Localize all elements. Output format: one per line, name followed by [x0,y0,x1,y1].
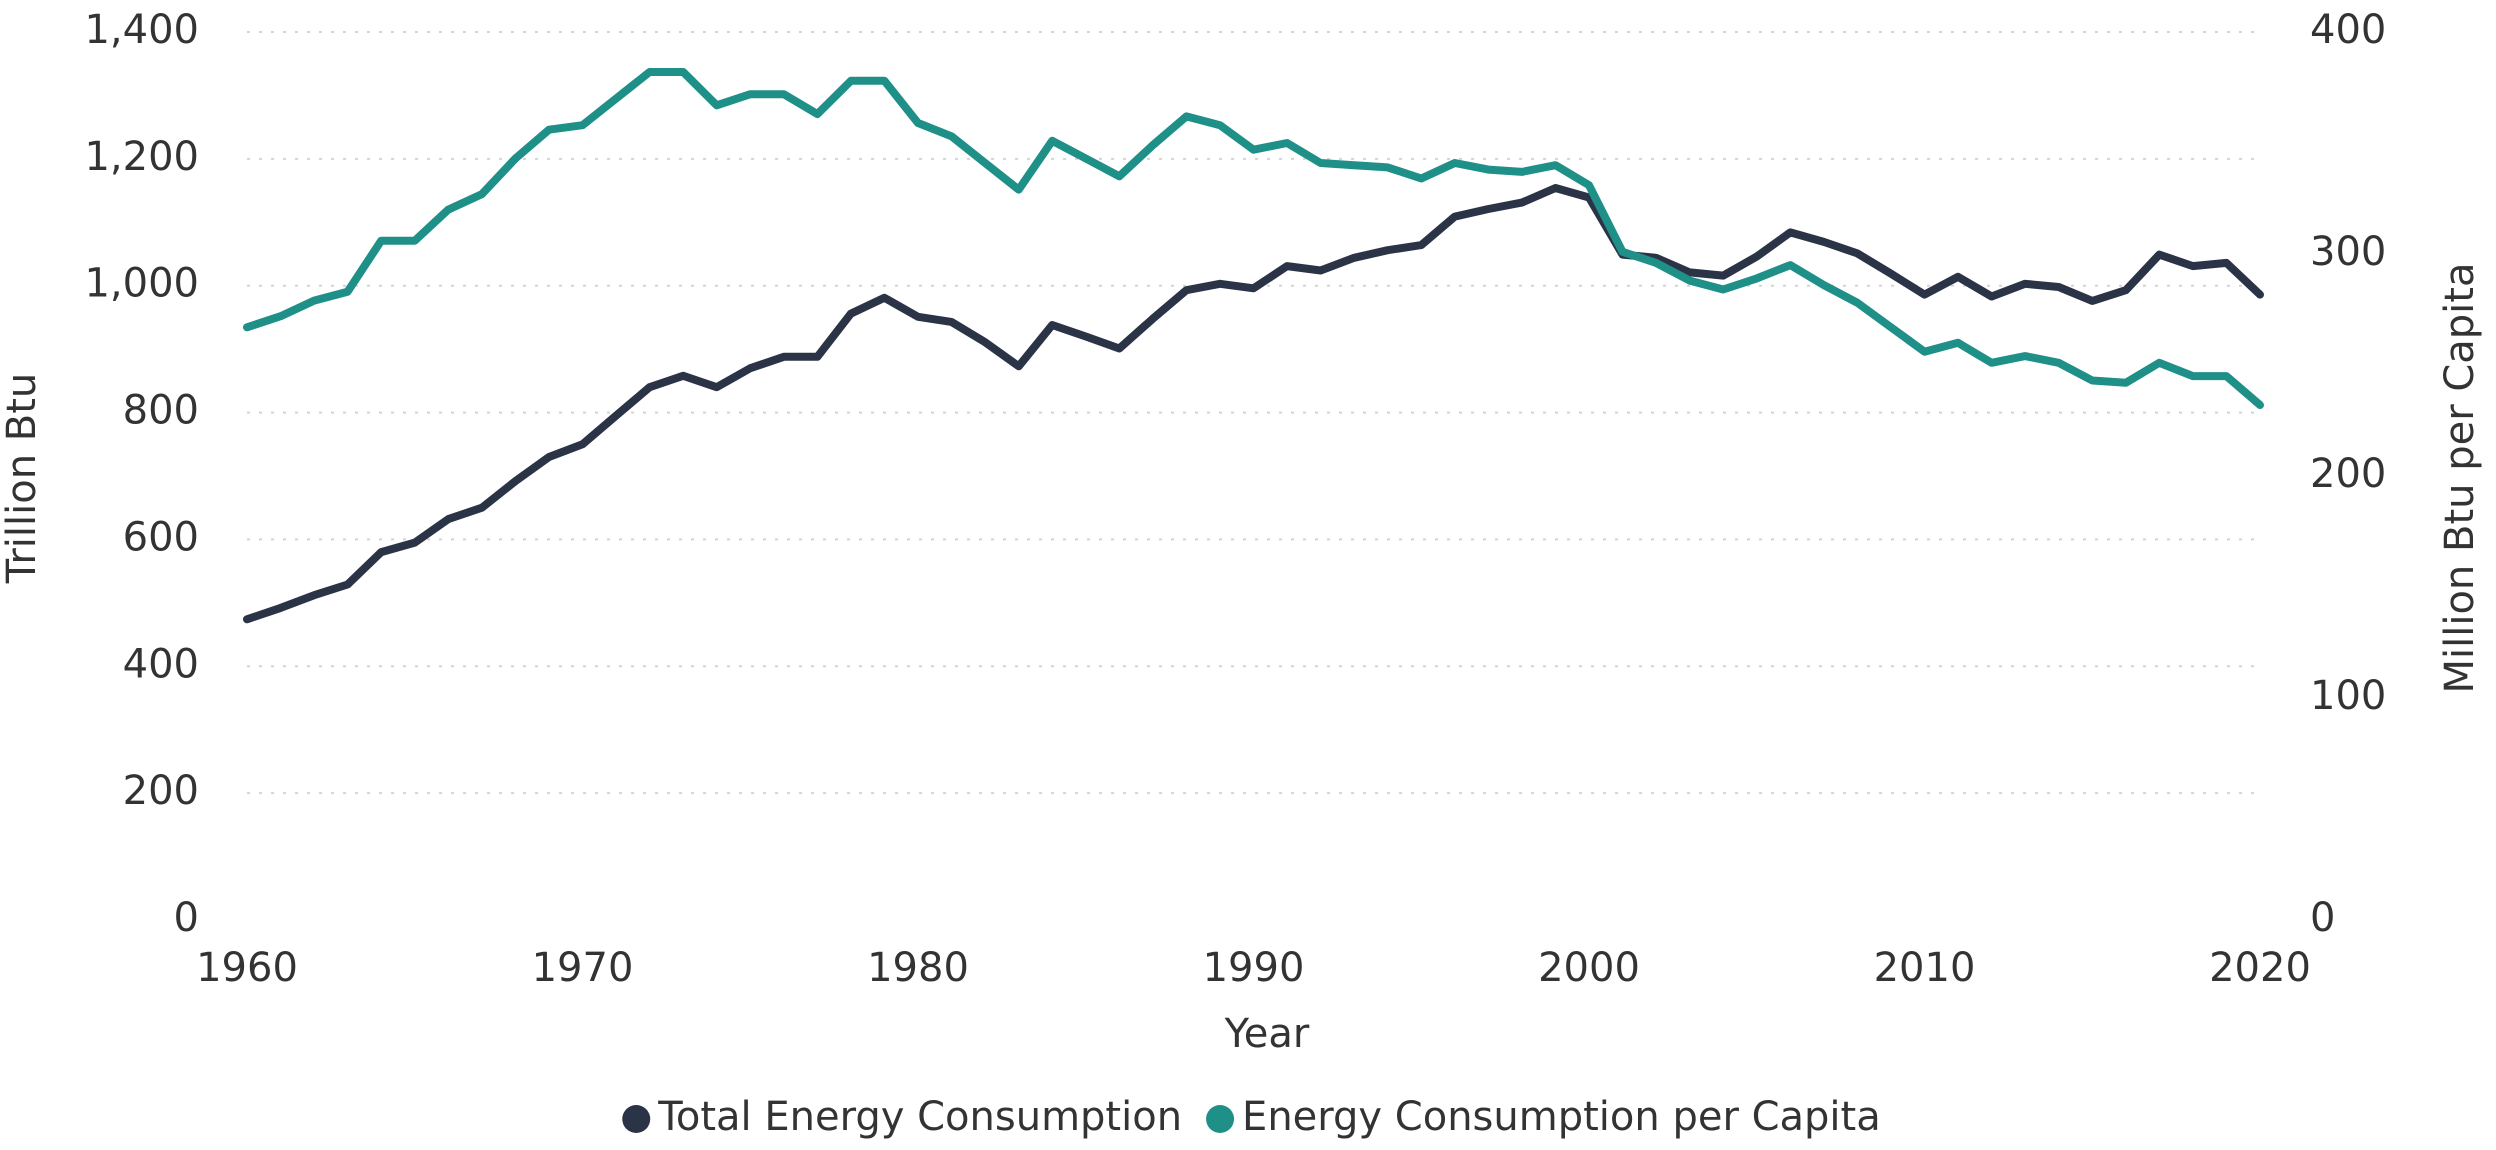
y-tick-label: 1,400 [84,7,199,53]
legend-label: Energy Consumption per Capita [1242,1094,1881,1140]
y-tick-label: 400 [123,641,199,687]
y-tick-label: 1,000 [84,261,199,307]
y-tick-label: 800 [123,388,199,434]
y2-tick-label: 100 [2310,673,2386,719]
legend-marker [622,1105,651,1133]
legend-label: Total Energy Consumption [657,1094,1182,1140]
y-tick-label: 0 [174,895,199,941]
x-tick-label: 2010 [1874,945,1976,991]
x-tick-label: 1960 [196,945,298,991]
x-tick-label: 1970 [532,945,634,991]
y-tick-label: 1,200 [84,134,199,180]
line-series [243,184,2264,624]
line-series [243,68,2264,409]
x-tick-label: 2000 [1538,945,1640,991]
legend-marker [1206,1105,1235,1133]
y-tick-label: 200 [123,768,199,814]
y2-axis-title: Million Btu per Capita [2437,263,2483,694]
x-axis-title: Year [1224,1011,1310,1057]
x-tick-label: 1990 [1203,945,1305,991]
y2-tick-label: 200 [2310,451,2386,497]
y2-tick-label: 0 [2310,895,2335,941]
y-tick-label: 600 [123,514,199,560]
x-tick-label: 2020 [2209,945,2311,991]
y2-tick-label: 300 [2310,229,2386,275]
x-tick-label: 1980 [867,945,969,991]
y2-tick-label: 400 [2310,7,2386,53]
y-axis-title: Trillion Btu [0,373,45,584]
